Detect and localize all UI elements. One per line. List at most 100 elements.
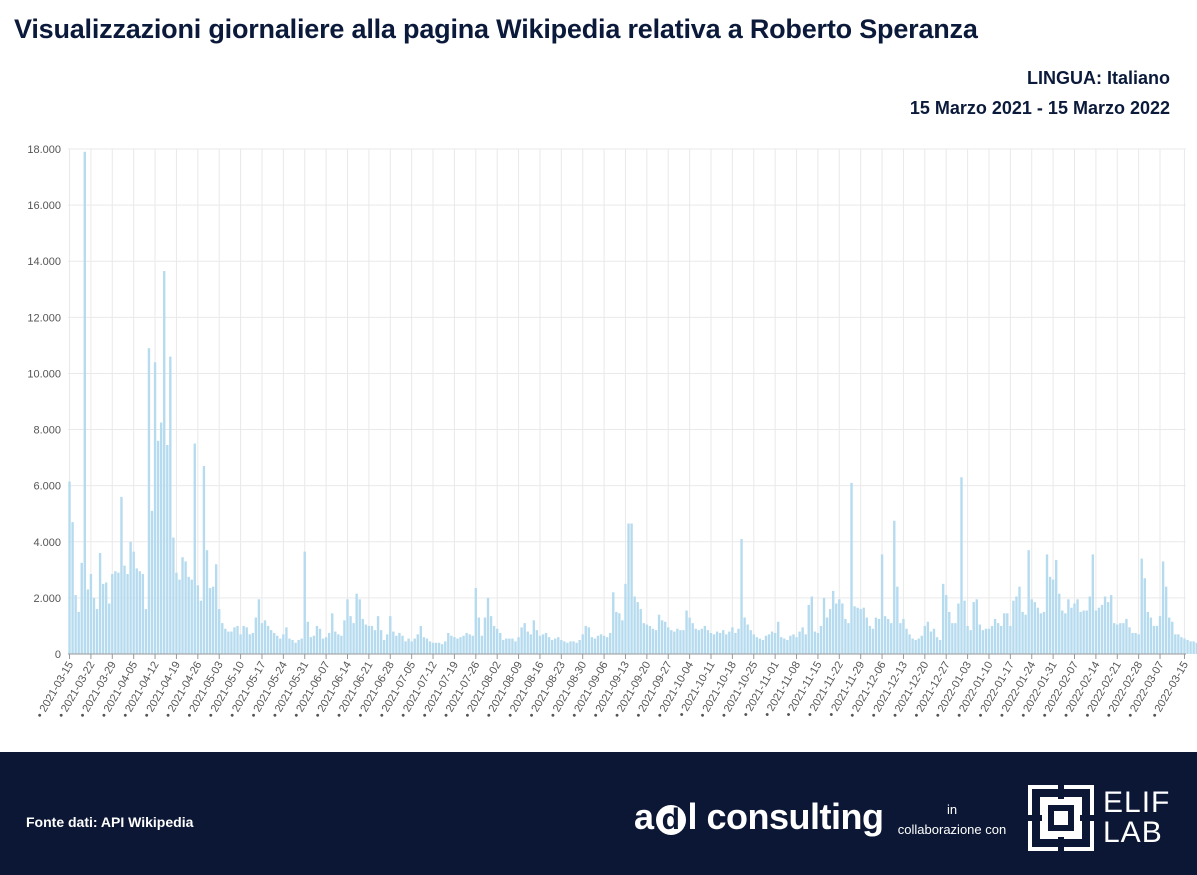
y-tick-label: 12.000: [27, 312, 61, 324]
bar: [728, 631, 731, 654]
bar: [1134, 632, 1137, 654]
bar: [856, 607, 859, 654]
bar: [853, 606, 856, 654]
bar: [89, 574, 93, 654]
elif-lab-logo-icon: [1028, 785, 1094, 851]
bar: [147, 348, 151, 654]
bar: [978, 624, 981, 654]
bar: [1070, 607, 1073, 654]
bar: [324, 637, 328, 654]
bar: [462, 635, 465, 654]
bar: [1021, 611, 1024, 654]
bar: [205, 550, 209, 654]
bar: [612, 592, 615, 654]
bar: [960, 477, 963, 654]
bar: [196, 585, 200, 654]
y-tick-label: 18.000: [27, 144, 61, 156]
bar: [593, 638, 597, 654]
bar: [1177, 634, 1180, 654]
bar: [1054, 560, 1058, 654]
bar: [108, 603, 111, 654]
bar: [1082, 610, 1085, 654]
bar: [187, 576, 190, 654]
bar: [184, 561, 187, 654]
bar: [441, 644, 444, 654]
bar: [221, 623, 224, 654]
bar: [218, 609, 221, 654]
bar: [990, 625, 994, 654]
bar: [1109, 595, 1113, 654]
bar: [337, 634, 340, 654]
bar: [984, 628, 988, 654]
bar: [172, 537, 175, 654]
bar: [370, 625, 374, 654]
bar: [1161, 561, 1165, 654]
bar: [340, 635, 343, 654]
bar: [929, 631, 933, 654]
bar: [398, 632, 401, 654]
bar: [101, 583, 105, 654]
bar: [1051, 579, 1055, 654]
bar: [752, 634, 755, 654]
bar: [291, 639, 294, 654]
bar: [486, 597, 490, 654]
bar: [416, 634, 419, 654]
bar: [447, 632, 450, 654]
bar: [331, 613, 334, 654]
bar: [1149, 617, 1153, 654]
bar: [685, 610, 688, 654]
bar: [254, 617, 258, 654]
data-source-label: Fonte dati: API Wikipedia: [26, 814, 194, 830]
bar: [932, 628, 936, 654]
bar: [193, 443, 196, 654]
bar: [902, 618, 905, 654]
bar: [813, 631, 817, 654]
bar: [764, 635, 768, 654]
bar: [199, 600, 203, 654]
bar: [725, 634, 728, 654]
bar: [1006, 613, 1009, 654]
bar: [138, 571, 141, 654]
bar: [670, 630, 673, 654]
bar: [1171, 621, 1174, 654]
bar: [761, 639, 765, 654]
bar: [279, 638, 282, 654]
bar: [792, 634, 795, 654]
bar: [202, 466, 206, 654]
bar: [899, 623, 902, 654]
bar: [404, 641, 407, 655]
adl-logo-rest: l consulting: [687, 796, 885, 837]
bar: [288, 638, 291, 654]
bar: [572, 641, 575, 655]
bar: [862, 607, 865, 654]
bar: [743, 617, 746, 654]
bar: [780, 637, 783, 654]
bar: [905, 628, 908, 654]
bar: [838, 599, 841, 654]
bar: [1189, 641, 1192, 655]
bar: [590, 637, 594, 654]
bar: [92, 597, 96, 654]
bar: [444, 641, 447, 655]
bar: [1155, 625, 1159, 654]
bar: [230, 631, 233, 654]
bar: [245, 627, 248, 654]
bar: [544, 632, 548, 654]
elif-lab-wordmark: ELIF LAB: [1103, 788, 1170, 848]
bar: [1033, 602, 1036, 654]
bar: [801, 627, 804, 654]
bar: [917, 638, 920, 654]
bar: [1100, 604, 1104, 654]
language-label: LINGUA: Italiano: [1027, 68, 1170, 88]
bar: [483, 617, 487, 654]
bar: [581, 634, 584, 654]
bar: [300, 638, 303, 654]
bar: [120, 496, 123, 654]
bar: [166, 444, 169, 654]
bar: [569, 641, 572, 655]
bar: [1048, 576, 1052, 654]
bar: [609, 632, 612, 654]
bar: [786, 639, 789, 654]
bar: [334, 631, 337, 654]
